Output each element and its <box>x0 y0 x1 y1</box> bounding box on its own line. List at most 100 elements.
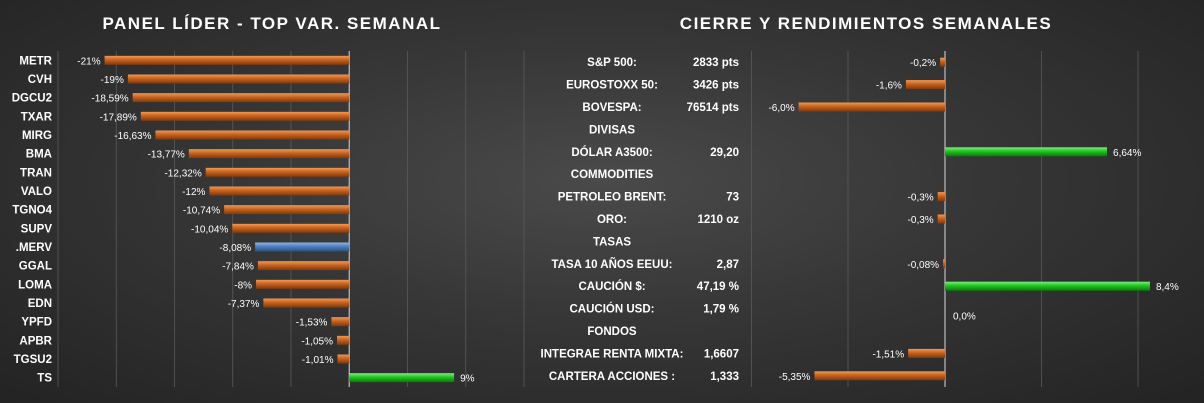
data-label: -19% <box>101 75 124 86</box>
row-label: DÓLAR A3500: <box>571 146 652 159</box>
data-label: -5,35% <box>779 372 811 383</box>
left-chart-gridlines <box>57 51 525 387</box>
data-label: -0,3% <box>908 215 934 226</box>
category-label: TXAR <box>21 111 53 123</box>
bar-row <box>814 371 945 381</box>
data-label: -6,0% <box>768 103 794 114</box>
data-label: -21% <box>77 56 100 67</box>
category-label: TS <box>37 373 52 385</box>
bar-ypfd <box>331 317 350 327</box>
category-label: DGCU2 <box>12 93 52 105</box>
row-value: 73 <box>726 192 739 204</box>
data-label: -17,89% <box>100 112 137 123</box>
data-label: -10,74% <box>183 206 220 217</box>
row-label: TASA 10 AÑOS EEUU: <box>552 258 673 271</box>
data-label: -7,84% <box>222 262 254 273</box>
category-label: METR <box>19 55 52 67</box>
data-label: 9% <box>460 374 475 385</box>
left-chart-title: PANEL LÍDER - TOP VAR. SEMANAL <box>102 14 441 33</box>
row-label: ORO: <box>597 214 627 226</box>
bar-dgcu2 <box>132 93 350 103</box>
data-label: -1,51% <box>872 349 904 360</box>
category-label: GGAL <box>19 261 52 273</box>
row-value: 29,20 <box>710 147 739 159</box>
bar-bma <box>188 149 350 159</box>
data-label: -10,04% <box>191 224 228 235</box>
data-label: -1,05% <box>301 336 333 347</box>
bar-row <box>937 214 945 224</box>
category-label: EDN <box>28 298 52 310</box>
bar-row <box>945 281 1150 291</box>
bar-row <box>943 259 945 269</box>
row-label: PETROLEO BRENT: <box>558 192 667 204</box>
data-label: 6,64% <box>1113 148 1141 159</box>
category-label: TGNO4 <box>12 205 52 217</box>
category-label: TGSU2 <box>14 354 52 366</box>
bar-tran <box>205 167 350 177</box>
data-label: -8% <box>234 280 252 291</box>
category-label: .MERV <box>16 242 53 254</box>
bar-edn <box>263 298 350 308</box>
row-value: 2833 pts <box>693 57 739 69</box>
right-chart-rows: S&P 500: 2833 pts -0,2% EUROSTOXX 50: 3426 p… <box>541 57 1179 383</box>
data-label: -1,6% <box>876 81 902 92</box>
data-label: -0,08% <box>907 260 939 271</box>
category-label: LOMA <box>18 279 52 291</box>
data-label: -1,01% <box>302 355 334 366</box>
category-label: YPFD <box>21 317 52 329</box>
data-label: -0,2% <box>910 58 936 69</box>
bar-supv <box>232 223 350 233</box>
bar-loma <box>256 279 350 289</box>
category-label: SUPV <box>21 223 53 235</box>
row-label: CAUCIÓN USD: <box>570 303 655 316</box>
bar-ts <box>349 373 455 383</box>
data-label: 8,4% <box>1156 282 1179 293</box>
row-value: 76514 pts <box>687 102 739 114</box>
bar-row <box>937 192 945 202</box>
bar-cvh <box>127 74 350 84</box>
category-label: TRAN <box>20 167 52 179</box>
data-label: -13,77% <box>148 150 185 161</box>
category-label: MIRG <box>22 130 52 142</box>
data-label: -8,08% <box>219 243 251 254</box>
row-value: 3426 pts <box>693 80 739 92</box>
section-header: TASAS <box>593 236 631 248</box>
bar-row <box>798 102 945 112</box>
bar-txar <box>140 111 350 121</box>
row-value: 2,87 <box>717 259 739 271</box>
bar-mirg <box>155 130 350 140</box>
section-header: COMMODITIES <box>571 169 654 181</box>
section-header: DIVISAS <box>589 124 635 136</box>
row-label: CARTERA ACCIONES : <box>549 371 675 383</box>
data-label: -12,32% <box>164 168 201 179</box>
row-value: 1,79 % <box>703 304 739 316</box>
data-label: -0,3% <box>908 193 934 204</box>
data-label: -1,53% <box>296 318 328 329</box>
category-label: VALO <box>21 186 52 198</box>
bar-merv <box>255 242 350 252</box>
bar-tgsu2 <box>337 354 350 364</box>
data-label: -12% <box>182 187 205 198</box>
bar-metr <box>104 55 350 65</box>
data-label: -18,59% <box>91 94 128 105</box>
row-label: CAUCIÓN $: <box>578 280 645 293</box>
bar-row <box>940 57 945 67</box>
bar-valo <box>209 186 350 196</box>
row-label: EUROSTOXX 50: <box>566 80 658 92</box>
bar-apbr <box>337 335 350 345</box>
bar-ggal <box>257 261 350 271</box>
row-value: 1210 oz <box>697 214 739 226</box>
section-header: FONDOS <box>587 326 637 338</box>
row-label: S&P 500: <box>587 57 637 69</box>
bar-tgno4 <box>224 205 350 215</box>
data-label: 0,0% <box>953 312 976 323</box>
bar-row <box>945 147 1108 157</box>
bar-row <box>905 80 945 90</box>
category-label: BMA <box>26 149 52 161</box>
row-value: 1,6607 <box>704 348 739 360</box>
data-label: -16,63% <box>114 131 151 142</box>
bar-row <box>908 348 945 358</box>
left-chart-bars: METR -21% CVH -19% DGCU2 -18,59% TXAR -17,89% MI… <box>12 55 475 384</box>
